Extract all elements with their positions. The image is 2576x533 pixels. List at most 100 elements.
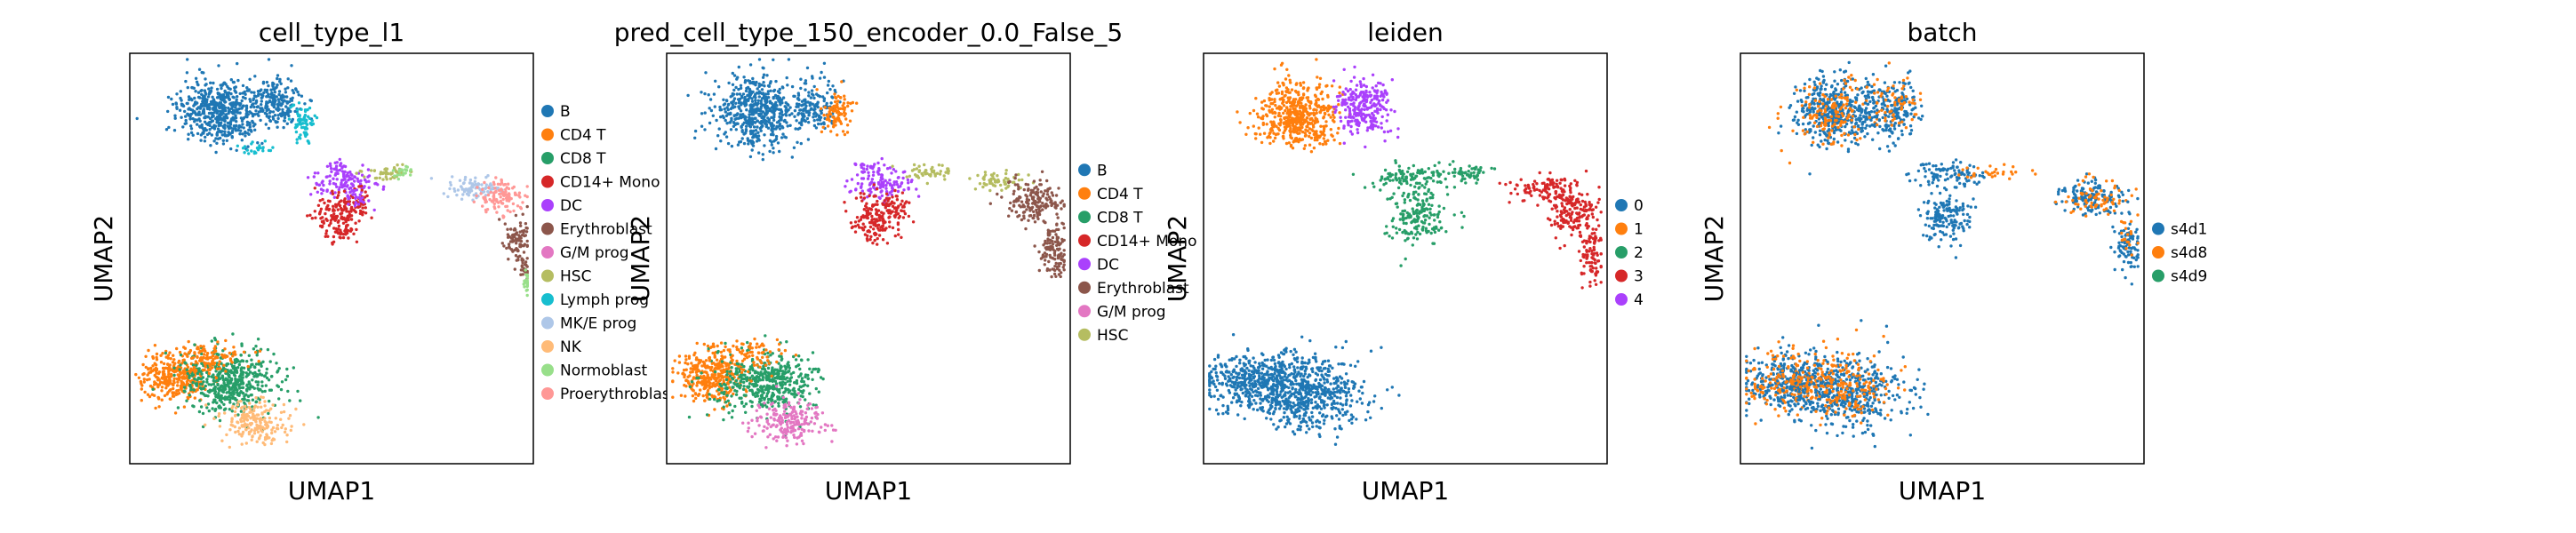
scatter-point [236, 429, 240, 434]
scatter-point [724, 135, 729, 139]
scatter-point [702, 362, 706, 365]
scatter-point [1062, 249, 1066, 252]
scatter-point [869, 190, 873, 194]
scatter-point [734, 128, 738, 131]
scatter-point [762, 81, 765, 84]
scatter-point [172, 366, 176, 370]
scatter-point [881, 238, 885, 242]
scatter-point [1042, 219, 1045, 223]
scatter-point [337, 190, 340, 195]
scatter-point [885, 242, 890, 245]
scatter-point [271, 117, 276, 121]
scatter-point [468, 178, 473, 182]
scatter-point [235, 386, 238, 390]
scatter-point [855, 216, 860, 219]
scatter-point [940, 163, 944, 167]
scatter-point [172, 129, 177, 132]
scatter-point [498, 218, 501, 221]
scatter-point [206, 106, 210, 110]
scatter-point [817, 367, 820, 371]
scatter-point [285, 434, 289, 437]
scatter-point [1013, 183, 1018, 187]
scatter-point [785, 376, 789, 379]
scatter-point [821, 95, 825, 99]
scatter-point [172, 386, 175, 391]
scatter-point [210, 375, 213, 378]
scatter-point [812, 118, 816, 123]
scatter-point [759, 99, 763, 103]
legend-label: CD8 T [560, 150, 606, 168]
scatter-point [902, 210, 906, 213]
scatter-point [862, 216, 866, 219]
scatter-point [275, 95, 278, 99]
scatter-point [280, 426, 284, 430]
scatter-point [719, 341, 724, 345]
scatter-point [180, 371, 183, 375]
scatter-point [173, 116, 177, 120]
scatter-point [806, 377, 810, 380]
scatter-point [347, 203, 350, 206]
scatter-point [251, 112, 255, 116]
scatter-point [1051, 235, 1055, 240]
scatter-point [409, 173, 412, 177]
scatter-point [893, 188, 897, 193]
scatter-point [248, 387, 252, 391]
scatter-point [233, 396, 237, 401]
scatter-point [320, 219, 324, 224]
scatter-point [1044, 196, 1048, 200]
scatter-point [187, 138, 190, 141]
scatter-point [324, 207, 328, 211]
scatter-point [1030, 205, 1035, 210]
scatter-point [207, 374, 211, 378]
scatter-point [475, 194, 478, 198]
scatter-point [230, 417, 234, 420]
scatter-point [285, 440, 289, 444]
scatter-point [840, 80, 844, 84]
scatter-point [726, 103, 731, 107]
scatter-point [198, 349, 203, 353]
scatter-point [177, 392, 181, 395]
scatter-point [856, 181, 860, 186]
scatter-point [340, 217, 345, 221]
scatter-point [321, 216, 324, 219]
scatter-point [706, 373, 709, 377]
scatter-point [771, 394, 775, 398]
scatter-point [343, 170, 347, 173]
scatter-point [772, 151, 775, 155]
scatter-point [804, 88, 807, 91]
scatter-point [276, 105, 280, 109]
scatter-point [732, 97, 737, 100]
scatter-point [253, 123, 257, 126]
scatter-point [448, 187, 452, 191]
scatter-point [245, 418, 249, 421]
scatter-point [279, 387, 284, 392]
scatter-point [242, 126, 245, 130]
scatter-point [233, 410, 237, 414]
scatter-point [210, 119, 214, 123]
scatter-point [981, 185, 985, 189]
scatter-point [276, 384, 279, 387]
scatter-point [269, 388, 273, 392]
scatter-point [780, 116, 783, 121]
scatter-point [205, 357, 210, 361]
scatter-point [222, 104, 226, 107]
scatter-point [1032, 195, 1036, 199]
scatter-point [855, 101, 859, 105]
scatter-point [211, 101, 215, 105]
scatter-point [267, 107, 270, 111]
scatter-point [1055, 243, 1059, 247]
scatter-point [1045, 193, 1050, 196]
scatter-point [263, 400, 267, 403]
scatter-point [853, 225, 858, 228]
scatter-point [354, 221, 357, 225]
scatter-point [220, 376, 224, 379]
scatter-point [822, 113, 826, 117]
scatter-point [429, 177, 434, 180]
scatter-point [1039, 257, 1044, 260]
scatter-point [286, 112, 290, 115]
scatter-point [204, 423, 207, 426]
scatter-point [249, 384, 252, 387]
scatter-point [216, 137, 220, 140]
scatter-point [777, 402, 780, 405]
scatter-point [213, 409, 217, 412]
